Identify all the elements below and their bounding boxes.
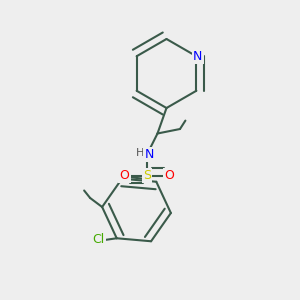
Text: N: N xyxy=(193,50,203,63)
Text: S: S xyxy=(143,169,151,182)
Text: Cl: Cl xyxy=(93,233,105,246)
Text: N: N xyxy=(145,148,154,161)
Text: O: O xyxy=(165,169,174,182)
Text: O: O xyxy=(120,169,129,182)
Text: H: H xyxy=(136,148,145,158)
